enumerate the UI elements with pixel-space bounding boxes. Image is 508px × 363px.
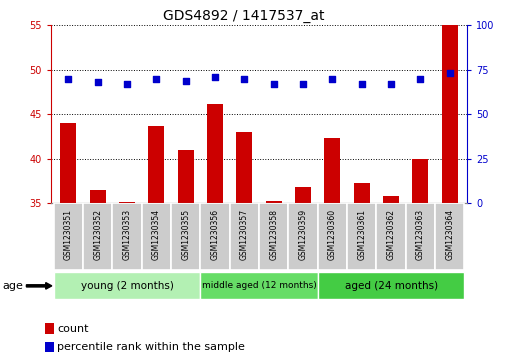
Point xyxy=(270,81,278,87)
Point xyxy=(65,76,73,82)
FancyBboxPatch shape xyxy=(54,272,201,299)
Text: GSM1230361: GSM1230361 xyxy=(357,209,366,260)
Bar xyxy=(295,187,311,203)
Point xyxy=(417,76,425,82)
FancyBboxPatch shape xyxy=(112,203,142,270)
Text: GSM1230362: GSM1230362 xyxy=(387,209,396,260)
Point xyxy=(358,81,366,87)
FancyBboxPatch shape xyxy=(83,203,112,270)
Point xyxy=(152,76,161,82)
Text: GSM1230363: GSM1230363 xyxy=(416,209,425,260)
Point xyxy=(299,81,307,87)
FancyBboxPatch shape xyxy=(318,203,347,270)
Text: GSM1230359: GSM1230359 xyxy=(299,209,307,260)
Bar xyxy=(441,25,458,203)
Bar xyxy=(266,201,282,203)
Text: GSM1230356: GSM1230356 xyxy=(211,209,219,260)
FancyBboxPatch shape xyxy=(347,203,376,270)
FancyBboxPatch shape xyxy=(201,203,230,270)
FancyBboxPatch shape xyxy=(289,203,318,270)
FancyBboxPatch shape xyxy=(376,203,406,270)
FancyBboxPatch shape xyxy=(230,203,259,270)
Point xyxy=(328,76,336,82)
Point xyxy=(93,79,102,85)
Point xyxy=(387,81,395,87)
Text: GSM1230353: GSM1230353 xyxy=(122,209,132,260)
Bar xyxy=(148,126,165,203)
FancyBboxPatch shape xyxy=(259,203,289,270)
Text: count: count xyxy=(57,323,88,334)
Text: GSM1230360: GSM1230360 xyxy=(328,209,337,260)
Text: GDS4892 / 1417537_at: GDS4892 / 1417537_at xyxy=(163,9,325,23)
Bar xyxy=(119,201,135,203)
Bar xyxy=(354,183,370,203)
Text: GSM1230357: GSM1230357 xyxy=(240,209,249,260)
Text: aged (24 months): aged (24 months) xyxy=(344,281,438,291)
Point xyxy=(211,74,219,80)
Text: GSM1230351: GSM1230351 xyxy=(64,209,73,260)
FancyBboxPatch shape xyxy=(318,272,464,299)
Text: GSM1230364: GSM1230364 xyxy=(445,209,454,260)
Text: percentile rank within the sample: percentile rank within the sample xyxy=(57,342,245,352)
Bar xyxy=(60,123,77,203)
Bar xyxy=(412,159,428,203)
Text: young (2 months): young (2 months) xyxy=(81,281,174,291)
Bar xyxy=(207,104,223,203)
Bar xyxy=(324,138,340,203)
Bar xyxy=(383,196,399,203)
FancyBboxPatch shape xyxy=(201,272,318,299)
Point xyxy=(446,70,454,76)
FancyBboxPatch shape xyxy=(142,203,171,270)
FancyBboxPatch shape xyxy=(54,203,83,270)
FancyBboxPatch shape xyxy=(406,203,435,270)
Text: GSM1230352: GSM1230352 xyxy=(93,209,102,260)
Text: middle aged (12 months): middle aged (12 months) xyxy=(202,281,316,290)
Point xyxy=(123,81,131,87)
Text: GSM1230354: GSM1230354 xyxy=(152,209,161,260)
FancyBboxPatch shape xyxy=(171,203,201,270)
Point xyxy=(240,76,248,82)
Text: GSM1230355: GSM1230355 xyxy=(181,209,190,260)
Bar xyxy=(178,150,194,203)
Text: age: age xyxy=(3,281,23,291)
Text: GSM1230358: GSM1230358 xyxy=(269,209,278,260)
Point xyxy=(182,78,190,83)
Bar xyxy=(236,132,252,203)
FancyBboxPatch shape xyxy=(435,203,464,270)
Bar xyxy=(90,190,106,203)
